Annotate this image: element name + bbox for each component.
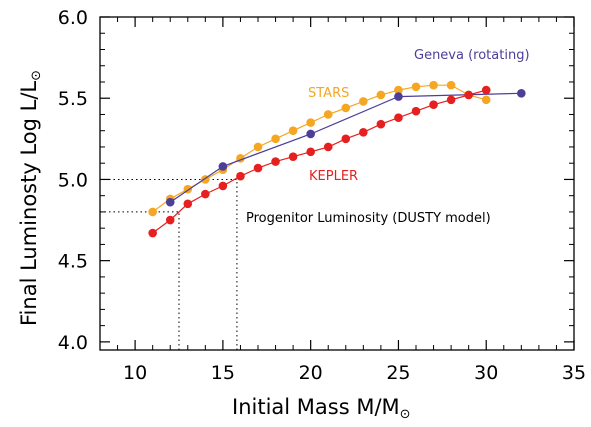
data-point-stars: [359, 97, 368, 106]
data-point-stars: [429, 80, 438, 90]
annotation-progenitor-luminosity: Progenitor Luminosity (DUSTY model): [246, 211, 491, 226]
data-point-kepler: [306, 147, 315, 157]
data-point-stars: [306, 118, 315, 127]
data-point-kepler: [341, 134, 351, 144]
x-tick-label: 25: [386, 362, 410, 384]
data-point-kepler: [429, 100, 438, 110]
data-point-kepler: [394, 113, 403, 123]
data-point-kepler: [201, 189, 210, 199]
x-tick-label: 20: [299, 362, 323, 384]
data-point-stars: [341, 103, 351, 113]
y-tick-label: 5.5: [58, 88, 88, 110]
x-tick-label: 35: [562, 362, 586, 384]
series-label-stars: STARS: [308, 86, 349, 101]
data-point-stars: [411, 82, 421, 92]
data-point-kepler: [481, 85, 491, 95]
x-tick-label: 10: [123, 362, 147, 384]
data-point-geneva: [165, 197, 175, 207]
series-layer: [148, 80, 526, 238]
data-point-kepler: [411, 106, 421, 116]
data-point-kepler: [376, 119, 386, 129]
data-point-stars: [394, 85, 403, 95]
data-point-stars: [376, 90, 386, 100]
data-point-geneva: [394, 92, 403, 101]
x-tick-label: 30: [474, 362, 498, 384]
y-tick-label: 6.0: [58, 7, 88, 29]
data-point-stars: [271, 134, 280, 144]
data-point-stars: [323, 110, 333, 119]
data-point-stars: [481, 95, 491, 105]
x-axis-title: Initial Mass M/M⊙: [232, 395, 411, 422]
y-tick-label: 4.5: [58, 251, 88, 273]
x-tick-label: 15: [211, 362, 235, 384]
data-point-kepler: [446, 95, 456, 105]
data-point-geneva: [517, 89, 526, 98]
reference-lines: [100, 178, 238, 350]
y-tick-label: 4.0: [58, 332, 88, 354]
data-point-kepler: [236, 171, 245, 181]
data-point-kepler: [288, 152, 298, 161]
data-point-kepler: [253, 163, 263, 173]
data-point-stars: [148, 207, 157, 217]
series-label-kepler: KEPLER: [309, 169, 358, 184]
data-point-stars: [253, 142, 263, 152]
ticks-layer: 10 15 20 25 30 35 4.0 4.5 5.0 5.5 6.0: [58, 7, 586, 384]
data-point-kepler: [183, 199, 193, 209]
data-point-kepler: [165, 215, 175, 225]
plot-frame: [99, 16, 575, 351]
data-point-kepler: [271, 157, 280, 166]
y-axis-title: Final Luminosty Log L/L⊙: [17, 70, 44, 326]
data-point-geneva: [306, 129, 315, 139]
data-point-geneva: [218, 162, 228, 171]
data-point-kepler: [218, 181, 228, 191]
y-tick-label: 5.0: [58, 169, 88, 191]
data-point-kepler: [323, 142, 333, 152]
data-point-kepler: [359, 128, 368, 137]
data-point-kepler: [148, 228, 157, 238]
data-point-stars: [446, 80, 456, 90]
data-point-stars: [288, 126, 298, 136]
series-label-geneva: Geneva (rotating): [414, 48, 530, 63]
data-point-kepler: [464, 90, 473, 100]
